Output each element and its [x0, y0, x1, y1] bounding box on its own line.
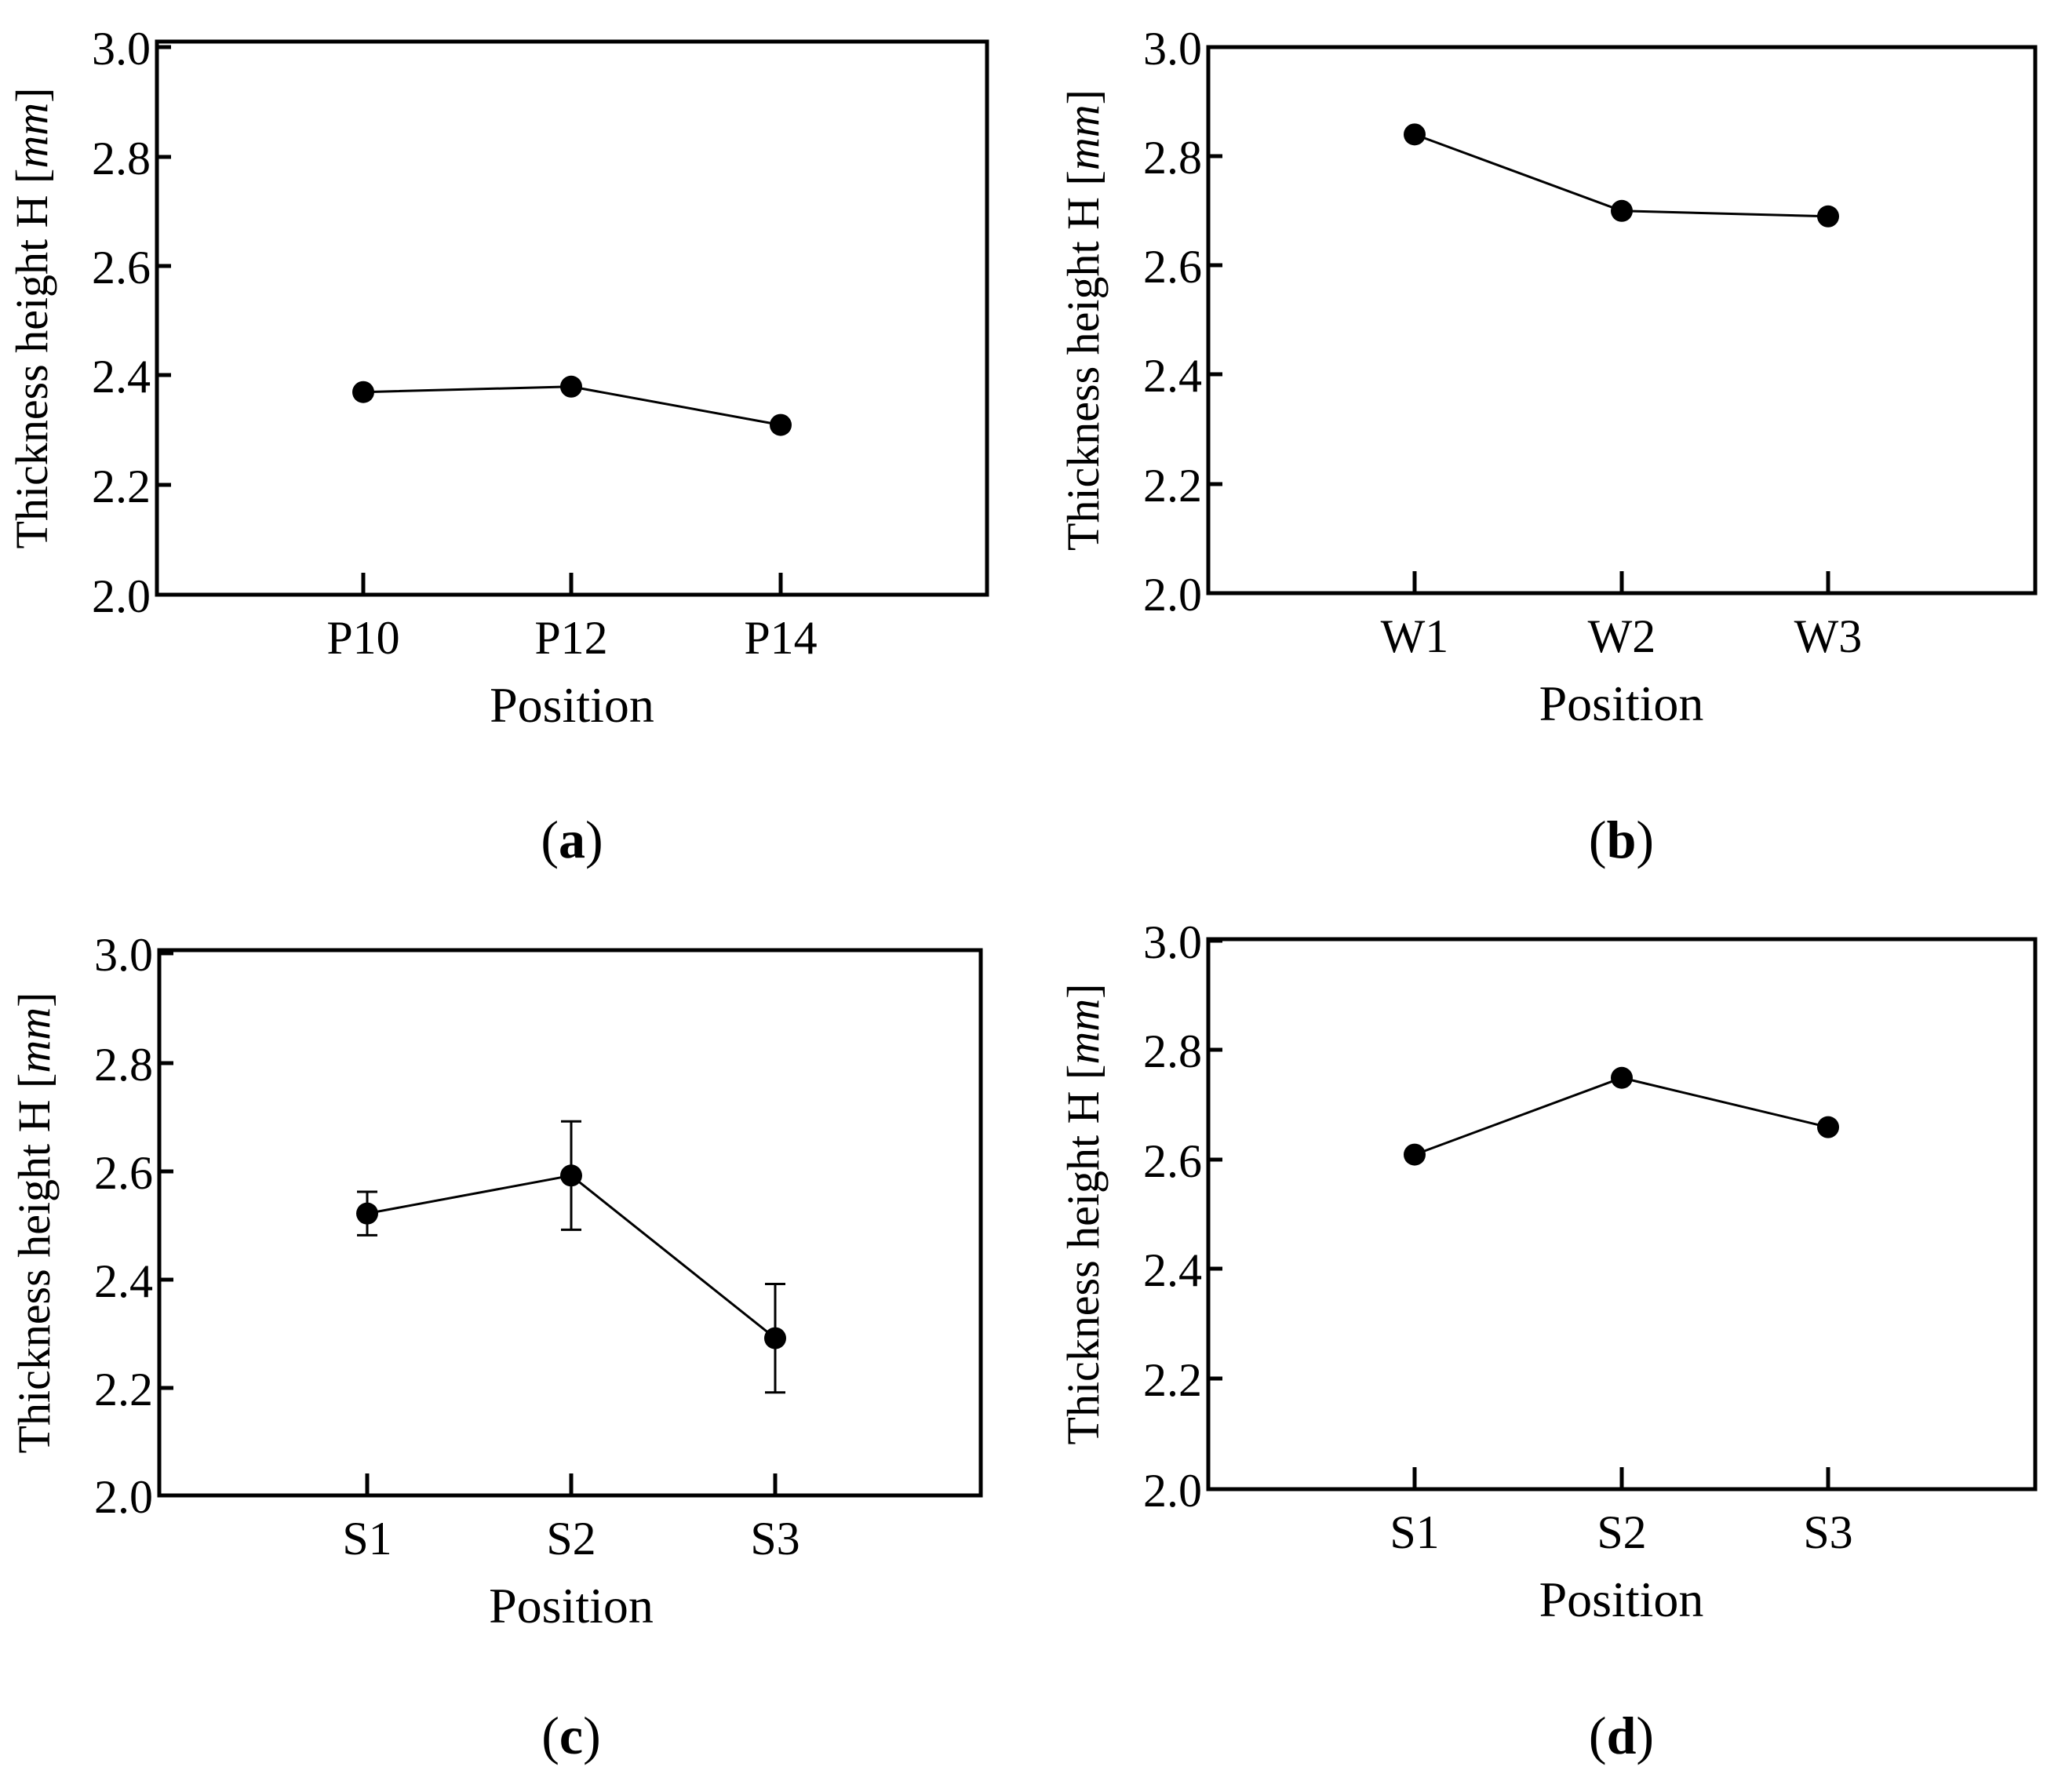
y-tick-label: 3.0	[1143, 23, 1202, 75]
panel-caption: (d)	[1589, 1706, 1654, 1765]
data-point	[764, 1327, 786, 1349]
x-axis-title: Position	[1539, 1572, 1704, 1627]
plot-frame	[155, 39, 989, 597]
y-axis-title-main: Thickness height H [	[6, 169, 57, 549]
y-tick-label: 2.6	[94, 1147, 153, 1199]
data-point	[352, 381, 374, 403]
y-axis-title-main: Thickness height H [	[9, 1073, 60, 1454]
y-tick-label: 2.0	[92, 570, 151, 622]
chart-panel-d: 2.0 2.2 2.4 2.6 2.8 3.0 S1 S2 S3 Position Thicknes…	[1058, 916, 2038, 1765]
panel-caption-open: (	[541, 1706, 559, 1765]
y-tick-label: 2.8	[1143, 1025, 1202, 1077]
x-tick-label: W2	[1588, 610, 1656, 662]
y-tick-label: 2.4	[92, 351, 151, 402]
y-tick-label: 2.4	[94, 1255, 153, 1307]
x-tick-label: W1	[1381, 610, 1449, 662]
y-tick-label: 2.0	[1143, 1465, 1202, 1517]
y-tick-label: 2.6	[1143, 241, 1202, 293]
x-tick-label: S2	[1597, 1506, 1646, 1558]
chart-panel-b: 2.0 2.2 2.4 2.6 2.8 3.0 W1 W2 W3 Position Thicknes…	[1058, 23, 2038, 869]
data-point	[1611, 199, 1633, 222]
y-axis-title-close: ]	[1058, 984, 1109, 999]
chart-panel-c: 2.0 2.2 2.4 2.6 2.8 3.0 S1 S2 S3 Position Thicknes…	[9, 929, 983, 1765]
x-axis-title: Position	[489, 1578, 654, 1634]
y-axis-title-close: ]	[1058, 89, 1109, 104]
data-point	[560, 375, 582, 398]
y-axis-title-close: ]	[9, 993, 60, 1007]
y-tick-label: 3.0	[94, 929, 153, 981]
panel-caption-close: )	[585, 810, 603, 869]
data-point	[560, 1164, 582, 1187]
y-tick-label: 2.6	[1143, 1135, 1202, 1187]
panel-caption: (a)	[541, 810, 603, 869]
y-axis-title-unit: mm	[1058, 999, 1109, 1065]
x-tick-label: S1	[1390, 1506, 1439, 1558]
data-point	[1404, 1143, 1426, 1166]
x-axis-title: Position	[490, 677, 654, 733]
panel-caption-letter: a	[559, 810, 585, 869]
y-axis-title-close: ]	[6, 88, 57, 103]
data-point	[356, 1202, 378, 1225]
y-tick-label: 2.2	[94, 1364, 153, 1415]
chart-panel-a: 2.0 2.2 2.4 2.6 2.8 3.0 P10 P12 P14 Position Thick…	[6, 23, 989, 869]
panel-caption-open: (	[541, 810, 559, 869]
x-tick-label: P10	[326, 612, 399, 664]
y-axis-title-unit: mm	[9, 1007, 60, 1073]
y-tick-label: 2.2	[1143, 1354, 1202, 1406]
panel-caption-close: )	[1636, 810, 1654, 869]
x-tick-label: P12	[534, 612, 607, 664]
panel-caption-close: )	[1636, 1706, 1654, 1765]
y-axis-title-unit: mm	[1058, 104, 1109, 170]
panel-caption-open: (	[1589, 810, 1607, 869]
series-line	[1414, 1076, 1829, 1156]
y-tick-label: 3.0	[92, 23, 151, 75]
x-tick-label: P14	[744, 612, 817, 664]
y-tick-label: 2.0	[1143, 569, 1202, 621]
panel-caption-open: (	[1589, 1706, 1607, 1765]
panel-caption-letter: d	[1607, 1706, 1637, 1765]
y-axis-title: Thickness height H [mm]	[6, 88, 57, 549]
y-axis-title-unit: mm	[6, 103, 57, 169]
y-tick-label: 2.2	[1143, 460, 1202, 512]
panel-caption-letter: c	[559, 1706, 583, 1765]
data-point	[1817, 1116, 1839, 1138]
y-tick-label: 2.4	[1143, 350, 1202, 402]
y-axis-title: Thickness height H [mm]	[1058, 984, 1109, 1445]
x-tick-label: W3	[1794, 610, 1863, 662]
y-tick-label: 2.6	[92, 242, 151, 293]
x-axis-title: Position	[1539, 676, 1704, 731]
y-tick-label: 2.8	[1143, 132, 1202, 184]
y-axis-title: Thickness height H [mm]	[9, 993, 60, 1454]
data-point	[1611, 1066, 1633, 1089]
x-tick-label: S2	[546, 1513, 596, 1564]
y-axis-title-main: Thickness height H [	[1058, 1065, 1109, 1445]
panel-caption-close: )	[583, 1706, 601, 1765]
data-point	[770, 413, 792, 436]
y-axis-title: Thickness height H [mm]	[1058, 89, 1109, 551]
y-tick-label: 2.0	[94, 1471, 153, 1523]
data-point	[1817, 205, 1839, 228]
y-tick-label: 2.4	[1143, 1244, 1202, 1296]
panel-caption-letter: b	[1607, 810, 1637, 869]
y-tick-label: 3.0	[1143, 916, 1202, 968]
y-tick-label: 2.8	[92, 133, 151, 184]
y-tick-label: 2.8	[94, 1039, 153, 1091]
plot-frame	[1206, 937, 2038, 1492]
y-tick-label: 2.2	[92, 461, 151, 512]
data-point	[1404, 123, 1426, 146]
y-axis-title-main: Thickness height H [	[1058, 170, 1109, 551]
panel-caption: (b)	[1589, 810, 1654, 869]
plot-frame	[1206, 45, 2038, 596]
x-tick-label: S3	[750, 1513, 800, 1564]
panel-caption: (c)	[541, 1706, 601, 1765]
x-tick-label: S1	[342, 1513, 392, 1564]
x-tick-label: S3	[1803, 1506, 1852, 1558]
